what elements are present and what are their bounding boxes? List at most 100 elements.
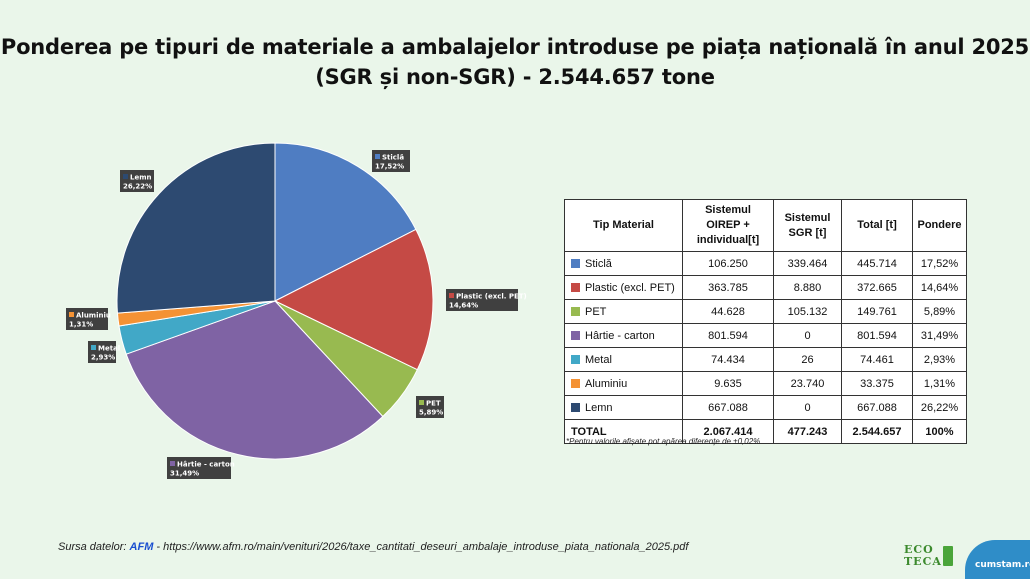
cell-sgr: 23.740	[773, 371, 842, 396]
material-label: Plastic (excl. PET)	[585, 281, 675, 294]
cell-pondere: 14,64%	[912, 275, 967, 300]
label-name: Sticlă	[382, 154, 404, 162]
cell-material: Lemn	[564, 395, 683, 420]
book-icon	[943, 546, 953, 566]
label-percent: 17,52%	[375, 163, 404, 171]
header-oirep: Sistemul OIREP + individual[t]	[682, 199, 774, 252]
cell-total: 372.665	[841, 275, 913, 300]
source-line: Sursa datelor: AFM - https://www.afm.ro/…	[58, 541, 688, 553]
cell-sgr: 339.464	[773, 251, 842, 276]
cell-pondere: 1,31%	[912, 371, 967, 396]
label-percent: 26,22%	[123, 183, 152, 191]
table-row: PET 44.628 105.132 149.761 5,89%	[564, 299, 967, 324]
material-label: Aluminiu	[585, 377, 628, 390]
ecoteca-logo-text: ECO TECA	[904, 543, 942, 568]
header-tip-material: Tip Material	[564, 199, 683, 252]
label-box	[446, 289, 518, 311]
wave-shape	[965, 540, 1030, 579]
cell-material: Sticlă	[564, 251, 683, 276]
cell-sgr: 0	[773, 323, 842, 348]
label-box	[120, 170, 154, 192]
cell-sgr: 26	[773, 347, 842, 372]
table-row: Lemn 667.088 0 667.088 26,22%	[564, 395, 967, 420]
header-total: Total [t]	[841, 199, 913, 252]
cell-pondere: 2,93%	[912, 347, 967, 372]
pie-slice	[116, 142, 276, 314]
pie-slice	[125, 300, 384, 460]
cell-sgr: 0	[773, 395, 842, 420]
label-percent: 1,31%	[69, 321, 93, 329]
table-total-row: TOTAL 2.067.414 477.243 2.544.657 100%	[564, 419, 967, 444]
label-swatch	[69, 312, 74, 317]
material-label: PET	[585, 305, 607, 318]
label-name: PET	[426, 400, 441, 408]
cell-material: Aluminiu	[564, 371, 683, 396]
cell-pondere: 26,22%	[912, 395, 967, 420]
material-label: Sticlă	[585, 257, 612, 270]
pie-slice	[274, 142, 417, 302]
table-row: Hârtie - carton 801.594 0 801.594 31,49%	[564, 323, 967, 348]
label-swatch	[449, 293, 454, 298]
color-swatch	[571, 378, 580, 388]
label-swatch	[170, 461, 175, 466]
cell-oirep: 801.594	[682, 323, 774, 348]
color-swatch	[571, 354, 580, 364]
cell-pondere: 17,52%	[912, 251, 967, 276]
cell-oirep: 74.434	[682, 347, 774, 372]
total-cell-sgr: 477.243	[773, 419, 842, 444]
total-cell-total: 2.544.657	[841, 419, 913, 444]
material-label: Lemn	[585, 401, 613, 414]
cell-pondere: 31,49%	[912, 323, 967, 348]
color-swatch	[571, 258, 580, 268]
cell-oirep: 363.785	[682, 275, 774, 300]
chart-title: Ponderea pe tipuri de materiale a ambala…	[0, 32, 1030, 92]
label-percent: 14,64%	[449, 302, 478, 310]
table-header-row: Tip Material Sistemul OIREP + individual…	[564, 199, 967, 252]
material-label: Hârtie - carton	[585, 329, 655, 342]
chart-title-line1: Ponderea pe tipuri de materiale a ambala…	[0, 35, 1030, 59]
cell-total: 149.761	[841, 299, 913, 324]
label-percent: 5,89%	[419, 409, 443, 417]
cell-oirep: 44.628	[682, 299, 774, 324]
chart-title-line2: (SGR și non-SGR) - 2.544.657 tone	[315, 65, 715, 89]
label-box	[167, 457, 231, 479]
cell-total: 74.461	[841, 347, 913, 372]
cell-sgr: 105.132	[773, 299, 842, 324]
cell-total: 33.375	[841, 371, 913, 396]
source-url: - https://www.afm.ro/main/venituri/2026/…	[153, 541, 689, 553]
color-swatch	[571, 330, 580, 340]
ecoteca-logo: ECO TECA	[898, 544, 958, 576]
total-cell-material: TOTAL	[564, 419, 683, 444]
material-label: Metal	[585, 353, 612, 366]
label-swatch	[123, 174, 128, 179]
label-name: Plastic (excl. PET)	[456, 293, 527, 301]
table-row: Aluminiu 9.635 23.740 33.375 1,31%	[564, 371, 967, 396]
label-name: Lemn	[130, 174, 152, 182]
cell-material: PET	[564, 299, 683, 324]
slice-label: Plastic (excl. PET)14,64%	[446, 289, 527, 311]
cell-oirep: 9.635	[682, 371, 774, 396]
header-sgr: Sistemul SGR [t]	[773, 199, 842, 252]
pie-slice	[273, 228, 434, 371]
total-cell-oirep: 2.067.414	[682, 419, 774, 444]
table-row: Plastic (excl. PET) 363.785 8.880 372.665 14…	[564, 275, 967, 300]
color-swatch	[571, 306, 580, 316]
label-box	[66, 308, 108, 330]
cell-total: 667.088	[841, 395, 913, 420]
color-swatch	[571, 282, 580, 292]
label-percent: 31,49%	[170, 470, 199, 478]
source-org: AFM	[129, 541, 154, 553]
header-pondere: Pondere	[912, 199, 967, 252]
total-cell-pondere: 100%	[912, 419, 967, 444]
cell-sgr: 8.880	[773, 275, 842, 300]
cell-material: Plastic (excl. PET)	[564, 275, 683, 300]
cell-oirep: 667.088	[682, 395, 774, 420]
table-row: Metal 74.434 26 74.461 2,93%	[564, 347, 967, 372]
